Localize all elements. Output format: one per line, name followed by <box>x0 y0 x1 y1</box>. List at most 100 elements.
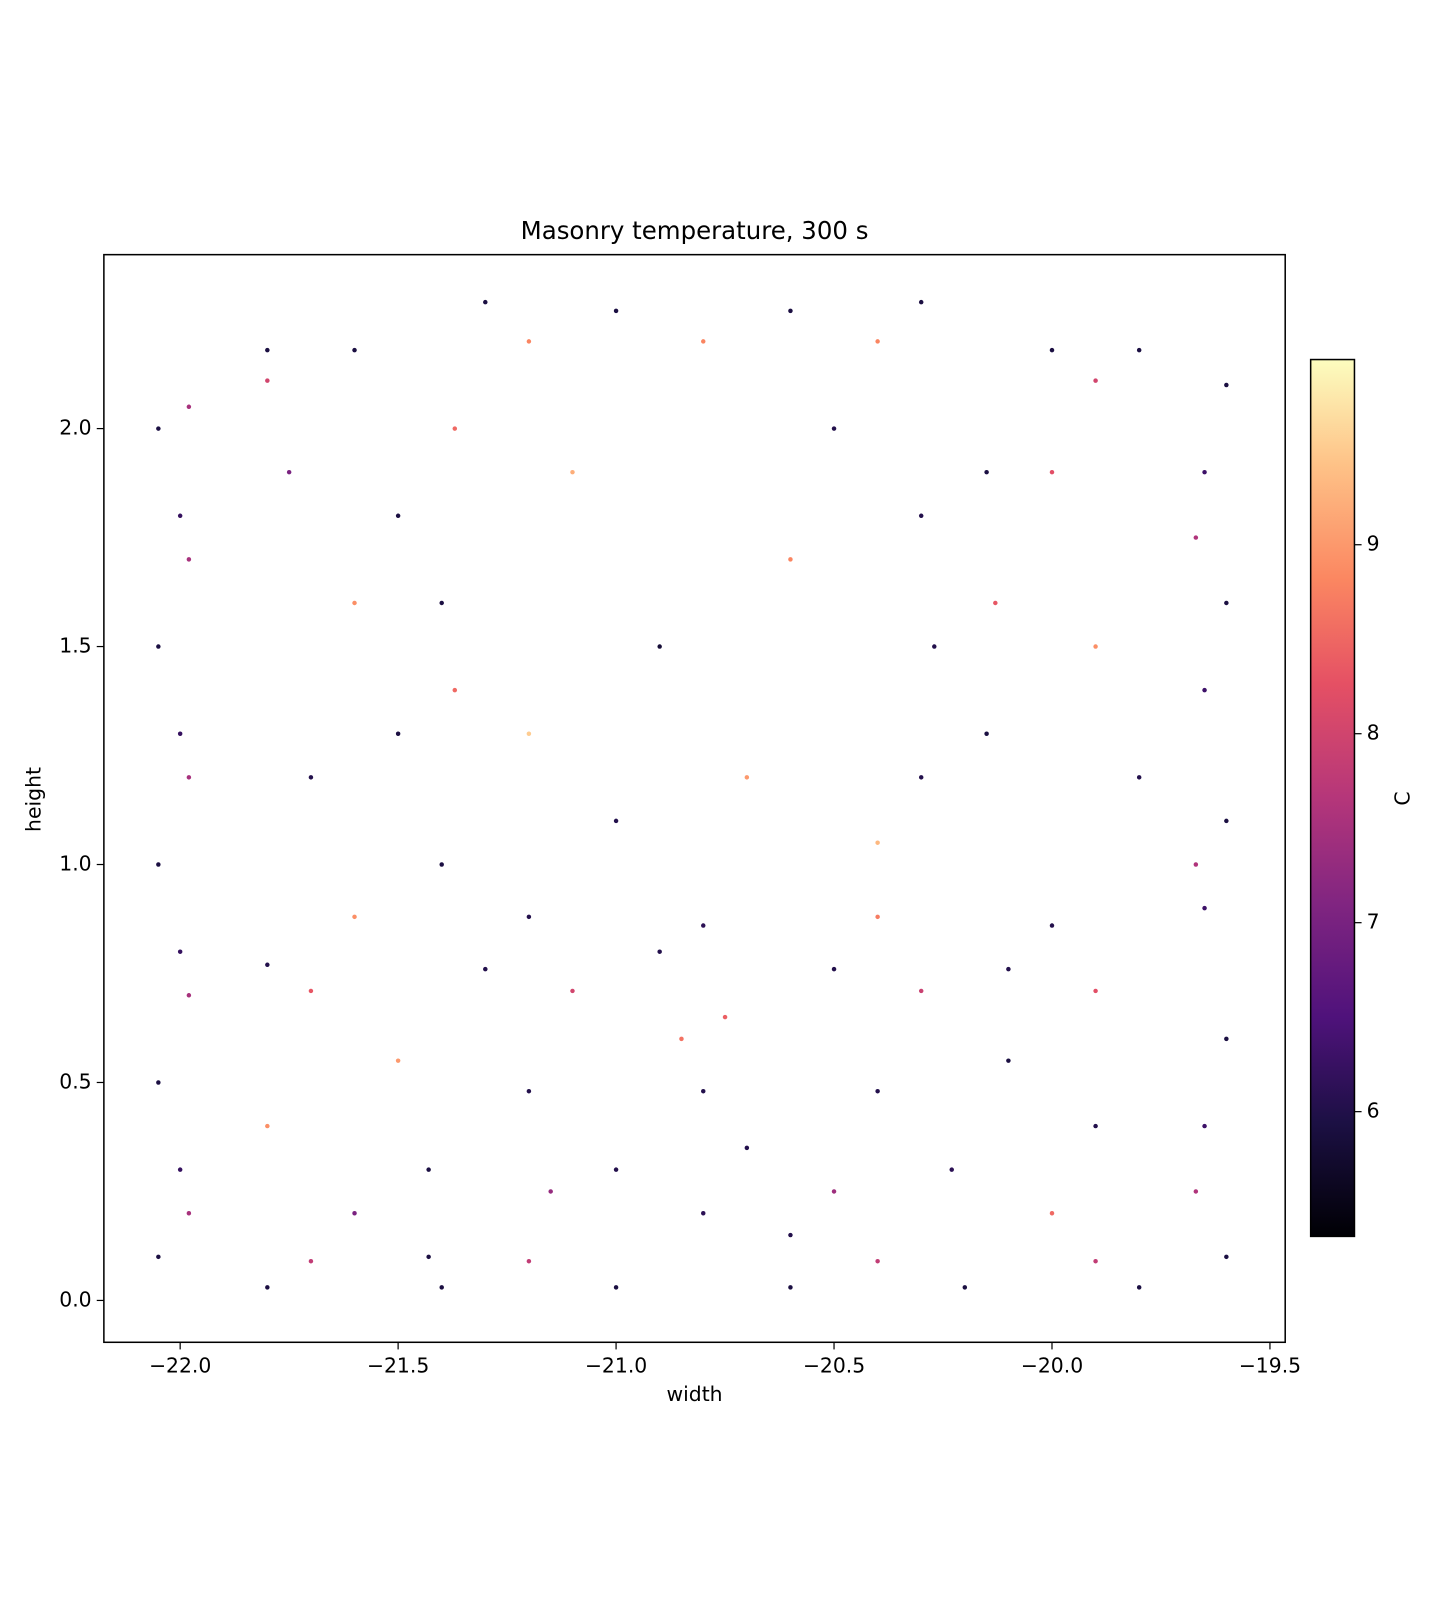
colorbar-tick-label: 8 <box>1367 721 1380 745</box>
scatter-point <box>1202 469 1207 475</box>
scatter-point <box>744 775 750 780</box>
scatter-point <box>613 1285 619 1290</box>
scatter-point <box>875 1088 880 1094</box>
scatter-point <box>722 1014 728 1020</box>
scatter-point <box>265 962 270 968</box>
scatter-point <box>1093 988 1098 994</box>
scatter-point <box>308 775 314 780</box>
scatter-point <box>186 775 192 780</box>
scatter-point <box>701 1088 706 1094</box>
scatter-point <box>570 469 575 475</box>
y-tick-label: 1.0 <box>59 852 91 876</box>
scatter-point <box>1093 1123 1098 1129</box>
scatter-point <box>1202 905 1207 911</box>
scatter-point <box>426 1167 431 1172</box>
scatter-point <box>352 1211 357 1216</box>
scatter-point <box>439 1285 444 1290</box>
plot-area <box>156 299 1229 1290</box>
scatter-point <box>177 513 183 519</box>
scatter-point <box>875 339 880 344</box>
x-tick-label: −21.0 <box>585 1354 647 1378</box>
scatter-point <box>526 1088 532 1094</box>
colorbar <box>1309 358 1356 1238</box>
scatter-point <box>483 299 488 305</box>
scatter-point <box>156 426 161 431</box>
y-tick-label: 0.0 <box>59 1287 91 1311</box>
x-tick-label: −20.5 <box>803 1354 865 1378</box>
scatter-point <box>395 1058 401 1063</box>
scatter-point <box>426 1254 431 1260</box>
scatter-point <box>984 731 989 736</box>
scatter-point <box>526 339 532 344</box>
colorbar-tick-label: 9 <box>1367 532 1380 556</box>
scatter-point <box>1193 862 1199 867</box>
scatter-point <box>701 339 706 344</box>
scatter-point <box>788 557 793 562</box>
scatter-point <box>265 347 270 353</box>
scatter-point <box>1136 347 1142 353</box>
scatter-point <box>156 1254 161 1260</box>
scatter-point <box>875 840 880 845</box>
scatter-point <box>177 949 183 954</box>
colorbar-tick-label: 7 <box>1367 910 1380 934</box>
scatter-point <box>308 1258 314 1264</box>
scatter-point <box>1193 1189 1199 1194</box>
scatter-point <box>918 299 924 305</box>
x-tick-label: −22.0 <box>149 1354 211 1378</box>
y-tick-label: 2.0 <box>59 416 91 440</box>
scatter-point <box>1224 818 1229 824</box>
scatter-point <box>701 923 706 928</box>
scatter-point <box>1049 1211 1055 1216</box>
scatter-point <box>526 1258 532 1264</box>
scatter-point <box>932 644 937 649</box>
scatter-point <box>395 513 401 519</box>
scatter-point <box>265 1123 270 1129</box>
scatter-point <box>265 1285 270 1290</box>
y-tick-label: 0.5 <box>59 1069 91 1093</box>
scatter-point <box>186 993 192 998</box>
x-axis-label: width <box>666 1382 722 1406</box>
scatter-point <box>1093 644 1098 649</box>
scatter-point <box>452 426 458 431</box>
scatter-point <box>1006 966 1011 972</box>
scatter-point <box>1224 600 1229 606</box>
scatter-point <box>1049 469 1055 475</box>
scatter-point <box>1193 535 1199 540</box>
x-tick-label: −20.0 <box>1021 1354 1083 1378</box>
scatter-point <box>788 308 793 314</box>
scatter-point <box>177 1167 183 1172</box>
scatter-point <box>177 731 183 736</box>
scatter-point <box>265 378 270 383</box>
scatter-point <box>1136 775 1142 780</box>
chart-title: Masonry temperature, 300 s <box>521 216 869 245</box>
scatter-point <box>984 469 989 475</box>
scatter-point <box>875 1258 880 1264</box>
scatter-point <box>831 1189 837 1194</box>
scatter-point <box>1093 378 1098 383</box>
scatter-point <box>1049 923 1055 928</box>
scatter-point <box>788 1232 793 1238</box>
colorbar-tick-label: 6 <box>1367 1099 1380 1123</box>
scatter-point <box>1224 382 1229 388</box>
scatter-point <box>613 818 619 824</box>
scatter-point <box>613 308 619 314</box>
colorbar-label: C <box>1390 791 1414 805</box>
scatter-point <box>156 1080 161 1085</box>
scatter-point <box>452 687 458 693</box>
scatter-point <box>788 1285 793 1290</box>
scatter-point <box>186 404 192 410</box>
scatter-point <box>657 644 662 649</box>
scatter-point <box>831 966 837 972</box>
scatter-point <box>1202 1123 1207 1129</box>
scatter-point <box>439 600 444 606</box>
scatter-point <box>993 600 998 606</box>
scatter-point <box>395 731 401 736</box>
scatter-point <box>156 644 161 649</box>
scatter-point <box>156 862 161 867</box>
scatter-point <box>918 775 924 780</box>
scatter-point <box>679 1036 684 1042</box>
scatter-point <box>352 914 357 920</box>
x-tick-label: −21.5 <box>367 1354 429 1378</box>
scatter-point <box>918 513 924 519</box>
